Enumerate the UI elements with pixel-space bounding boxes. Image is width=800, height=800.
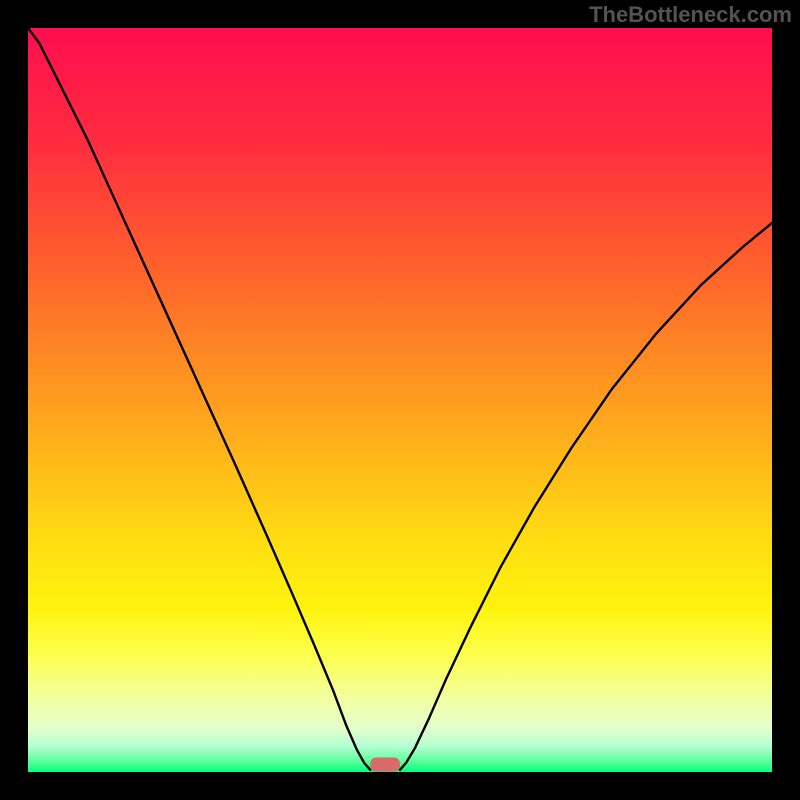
optimal-marker [370,757,400,771]
chart-root: TheBottleneck.com [0,0,800,800]
watermark-text: TheBottleneck.com [589,2,792,28]
bottleneck-chart [28,28,772,772]
chart-background [28,28,772,772]
